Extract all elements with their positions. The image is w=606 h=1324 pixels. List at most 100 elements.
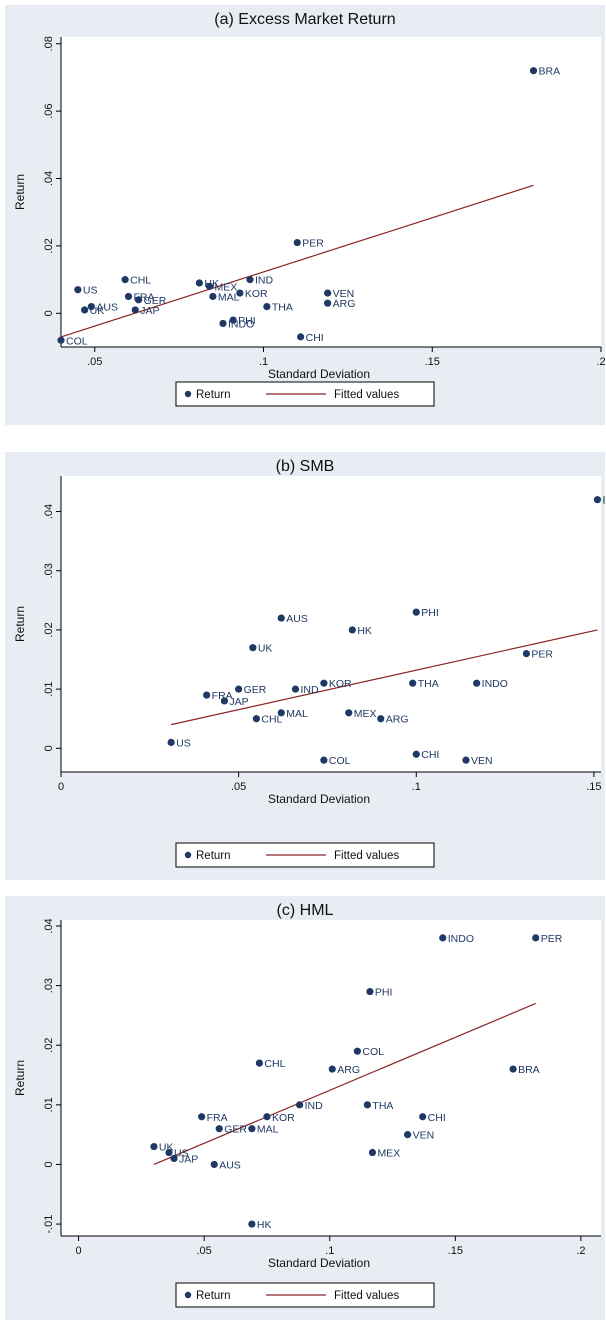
data-point-chi bbox=[419, 1113, 427, 1121]
data-point-label: INDO bbox=[448, 933, 474, 945]
data-point-label: PHI bbox=[238, 315, 256, 327]
y-tick-label: .03 bbox=[43, 563, 55, 578]
data-point-phi bbox=[412, 608, 420, 616]
data-point-uk bbox=[150, 1142, 158, 1151]
y-tick-label: .02 bbox=[43, 622, 55, 637]
data-point-label: VEN bbox=[333, 288, 355, 300]
data-point-label: UK bbox=[258, 643, 273, 655]
legend-fitted-label: Fitted values bbox=[334, 850, 399, 862]
legend-return-marker bbox=[184, 851, 192, 859]
data-point-fra bbox=[198, 1113, 206, 1121]
data-point-label: IND bbox=[305, 1100, 324, 1112]
data-point-label: JAP bbox=[229, 696, 248, 708]
data-point-chl bbox=[255, 1059, 264, 1067]
data-point-label: MEX bbox=[377, 1148, 400, 1160]
data-point-fra bbox=[124, 292, 133, 301]
legend-return-marker bbox=[184, 390, 192, 398]
x-tick-label: .1 bbox=[412, 781, 421, 793]
data-point-label: GER bbox=[224, 1124, 247, 1136]
data-point-arg bbox=[328, 1065, 336, 1073]
legend-return-label: Return bbox=[196, 850, 231, 862]
y-tick-label: 0 bbox=[43, 745, 55, 751]
y-tick-label: 0 bbox=[43, 1161, 55, 1167]
data-point-jap bbox=[131, 306, 139, 314]
plot-area bbox=[61, 920, 601, 1236]
data-point-hk bbox=[248, 1220, 256, 1228]
data-point-col bbox=[320, 756, 328, 764]
data-point-label: VEN bbox=[471, 755, 493, 767]
data-point-label: VEN bbox=[413, 1130, 435, 1142]
data-point-arg bbox=[377, 715, 385, 723]
data-point-chl bbox=[121, 276, 129, 284]
data-point-label: GER bbox=[144, 295, 167, 307]
data-point-label: CHI bbox=[306, 332, 324, 344]
scatter-chart: (c) HML 0 .05 .1 .15 .2 -.01 0 .01 .02 .03 .04 Stand… bbox=[13, 902, 601, 1308]
data-point-label: JAP bbox=[140, 305, 159, 317]
x-tick-label: .1 bbox=[325, 1245, 334, 1257]
data-point-label: BF bbox=[602, 495, 605, 507]
data-point-label: IND bbox=[255, 275, 274, 287]
data-point-uk bbox=[81, 306, 89, 314]
chart-panel-smb: (b) SMB 0 .05 .1 .15 0 .01 .02 .03 .04 Standard De… bbox=[5, 452, 605, 880]
legend-fitted-label: Fitted values bbox=[334, 1290, 399, 1302]
legend-fitted-label: Fitted values bbox=[334, 389, 399, 401]
chart-panel-excess-market-return: (a) Excess Market Return .05 .1 .15 .2 0 .02 .0… bbox=[5, 5, 605, 425]
data-point-label: PHI bbox=[421, 607, 439, 619]
y-tick-label: .03 bbox=[43, 978, 55, 993]
data-point-indo bbox=[219, 319, 227, 328]
data-point-label: MEX bbox=[215, 281, 238, 293]
data-point-label: BRA bbox=[518, 1064, 540, 1076]
x-axis-label: Standard Deviation bbox=[268, 367, 370, 381]
data-point-label: INDO bbox=[482, 678, 508, 690]
data-point-uk bbox=[249, 644, 257, 652]
y-tick-label: 0 bbox=[43, 310, 55, 316]
y-tick-label: .02 bbox=[43, 1038, 55, 1053]
x-tick-label: .1 bbox=[259, 356, 268, 368]
data-point-mal bbox=[248, 1125, 256, 1133]
y-tick-label: .04 bbox=[43, 171, 55, 186]
data-point-kor bbox=[236, 289, 244, 297]
data-point-label: INDO bbox=[228, 318, 254, 330]
data-point-hk bbox=[195, 279, 203, 287]
data-point-label: MAL bbox=[286, 708, 308, 720]
data-point-label: CHI bbox=[428, 1112, 446, 1124]
x-tick-label: 0 bbox=[58, 781, 64, 793]
data-point-label: KOR bbox=[272, 1112, 295, 1124]
data-point-kor bbox=[263, 1113, 271, 1121]
data-point-indo bbox=[473, 679, 481, 687]
data-point-ven bbox=[324, 289, 332, 297]
data-point-phi bbox=[366, 987, 374, 996]
y-tick-label: .01 bbox=[43, 1097, 55, 1112]
y-tick-label: .04 bbox=[43, 504, 55, 519]
data-point-tha bbox=[409, 679, 417, 687]
data-point-tha bbox=[263, 302, 271, 311]
data-point-bra bbox=[529, 67, 538, 75]
data-point-label: AUS bbox=[286, 613, 308, 625]
data-point-label: MEX bbox=[354, 708, 377, 720]
x-tick-label: 0 bbox=[76, 1245, 82, 1257]
data-point-jap bbox=[170, 1154, 178, 1163]
data-point-kor bbox=[320, 679, 328, 687]
data-point-aus bbox=[210, 1160, 218, 1169]
y-tick-label: .01 bbox=[43, 681, 55, 696]
data-point-mal bbox=[209, 292, 217, 301]
data-point-label: CHL bbox=[261, 714, 282, 726]
data-point-jap bbox=[220, 697, 229, 705]
plot-area bbox=[61, 476, 601, 772]
data-point-us bbox=[74, 286, 82, 294]
data-point-mex bbox=[205, 282, 214, 290]
data-point-chi bbox=[297, 333, 305, 341]
data-point-label: FRA bbox=[207, 1112, 228, 1124]
data-point-label: GER bbox=[244, 684, 267, 696]
data-point-chi bbox=[412, 750, 420, 758]
data-point-ven bbox=[404, 1131, 412, 1139]
data-point-label: HK bbox=[357, 625, 372, 637]
legend: Return Fitted values bbox=[175, 1282, 435, 1308]
chart-title: (c) HML bbox=[277, 902, 334, 919]
data-point-mex bbox=[345, 709, 353, 717]
scatter-chart: (a) Excess Market Return .05 .1 .15 .2 0 .02 .0… bbox=[13, 11, 605, 407]
x-tick-label: .2 bbox=[576, 1245, 585, 1257]
y-tick-label: .02 bbox=[43, 238, 55, 253]
data-point-ger bbox=[135, 296, 143, 304]
x-tick-label: .15 bbox=[448, 1245, 463, 1257]
